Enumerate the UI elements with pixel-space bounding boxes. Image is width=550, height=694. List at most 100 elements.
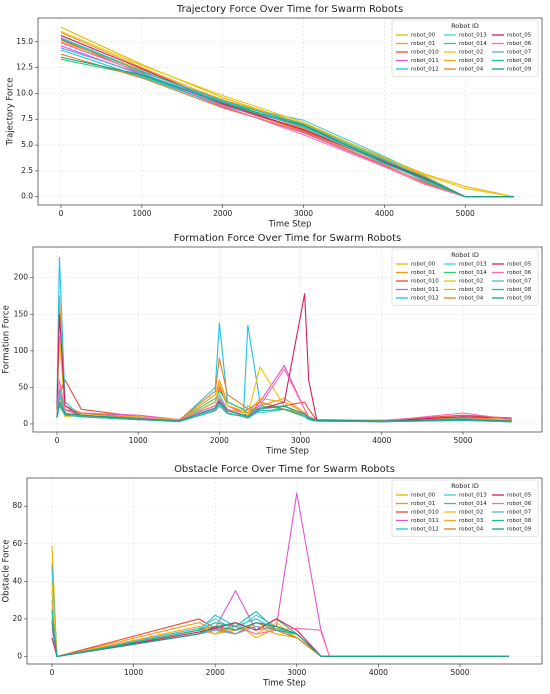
legend-label: robot_013 <box>459 262 487 268</box>
legend-title: Robot ID <box>451 251 479 259</box>
legend-label: robot_00 <box>411 262 436 268</box>
x-tick-label: 3000 <box>291 436 310 445</box>
x-axis-label: Time Step <box>268 220 312 230</box>
legend-label: robot_01 <box>411 501 435 507</box>
legend-label: robot_05 <box>507 493 532 499</box>
legend-label: robot_06 <box>507 41 532 47</box>
legend-title: Robot ID <box>451 22 479 30</box>
legend-label: robot_014 <box>459 501 487 507</box>
x-tick-label: 5000 <box>456 209 475 218</box>
panel: Trajectory Force Over Time for Swarm Rob… <box>6 4 543 230</box>
legend-label: robot_012 <box>411 527 439 533</box>
legend-box <box>391 479 539 537</box>
legend-label: robot_01 <box>411 270 435 276</box>
x-tick-label: 2000 <box>206 668 225 677</box>
legend-label: robot_08 <box>507 58 532 64</box>
legend-box <box>391 248 539 306</box>
legend-label: robot_010 <box>411 279 439 285</box>
plot-frame <box>32 246 543 433</box>
series-line <box>51 618 509 658</box>
chart-title: Formation Force Over Time for Swarm Robo… <box>174 233 401 244</box>
series-line <box>56 335 512 421</box>
legend-label: robot_02 <box>459 50 483 56</box>
legend-label: robot_014 <box>459 41 487 47</box>
x-axis-label: Time Step <box>262 679 306 689</box>
y-tick-label: 7.5 <box>21 114 33 123</box>
legend: Robot ID robot_00 robot_01 robot_010 robot_0… <box>391 479 539 537</box>
panel: Formation Force Over Time for Swarm Robo… <box>2 233 543 457</box>
legend: Robot ID robot_00 robot_01 robot_010 robot_0… <box>391 248 539 306</box>
legend-label: robot_03 <box>459 58 484 64</box>
y-tick-label: 10.0 <box>16 88 33 97</box>
series-line <box>56 366 512 422</box>
y-tick-label: 80 <box>12 501 22 510</box>
legend-label: robot_011 <box>411 287 439 293</box>
legend-label: robot_07 <box>507 510 532 516</box>
series-line <box>56 364 512 422</box>
y-tick-label: 60 <box>12 539 22 548</box>
x-tick-label: 1000 <box>132 209 151 218</box>
legend-label: robot_08 <box>507 518 532 524</box>
legend-label: robot_06 <box>507 270 532 276</box>
series-line <box>56 357 512 422</box>
legend-label: robot_03 <box>459 518 484 524</box>
legend: Robot ID robot_00 robot_01 robot_010 robot_0… <box>391 19 539 77</box>
legend-title: Robot ID <box>451 482 479 490</box>
y-tick-label: 0 <box>17 651 22 660</box>
y-tick-label: 5.0 <box>21 140 33 149</box>
legend-label: robot_07 <box>507 50 532 56</box>
x-tick-label: 3000 <box>287 668 306 677</box>
y-axis-label: Trajectory Force <box>6 78 16 147</box>
series-line <box>51 609 509 658</box>
y-tick-label: 100 <box>14 346 29 355</box>
series-line <box>51 562 509 658</box>
legend-label: robot_012 <box>411 67 439 73</box>
legend-label: robot_013 <box>459 33 487 39</box>
x-tick-label: 0 <box>50 668 55 677</box>
legend-label: robot_07 <box>507 279 532 285</box>
legend-label: robot_09 <box>507 67 532 73</box>
x-tick-label: 5000 <box>453 436 472 445</box>
legend-label: robot_010 <box>411 50 439 56</box>
series-line <box>56 293 512 422</box>
series-line <box>56 405 512 423</box>
y-tick-label: 12.5 <box>16 63 33 72</box>
chart-title: Trajectory Force Over Time for Swarm Rob… <box>176 4 403 15</box>
legend-label: robot_05 <box>507 262 532 268</box>
legend-label: robot_02 <box>459 510 483 516</box>
y-axis-label: Formation Force <box>2 305 12 374</box>
legend-label: robot_08 <box>507 287 532 293</box>
y-axis-label: Obstacle Force <box>2 539 12 602</box>
legend-label: robot_04 <box>459 296 484 302</box>
series-line <box>51 618 509 658</box>
legend-label: robot_012 <box>411 296 439 302</box>
legend-label: robot_06 <box>507 501 532 507</box>
series-group <box>56 256 512 423</box>
y-tick-label: 40 <box>12 576 22 585</box>
legend-label: robot_05 <box>507 33 532 39</box>
x-tick-label: 0 <box>55 436 60 445</box>
series-line <box>56 368 512 422</box>
legend-label: robot_09 <box>507 296 532 302</box>
series-group <box>51 492 509 658</box>
legend-label: robot_00 <box>411 493 436 499</box>
x-tick-label: 1000 <box>124 668 143 677</box>
y-tick-label: 20 <box>12 614 22 623</box>
x-tick-label: 3000 <box>294 209 313 218</box>
y-tick-label: 0.0 <box>21 192 33 201</box>
panel: Obstacle Force Over Time for Swarm Robot… <box>2 464 543 689</box>
series-line <box>60 56 514 198</box>
legend-label: robot_013 <box>459 493 487 499</box>
legend-label: robot_01 <box>411 41 435 47</box>
x-tick-label: 0 <box>59 209 64 218</box>
x-tick-label: 2000 <box>213 209 232 218</box>
legend-label: robot_011 <box>411 518 439 524</box>
y-tick-label: 150 <box>14 309 29 318</box>
y-tick-label: 50 <box>18 382 28 391</box>
legend-label: robot_010 <box>411 510 439 516</box>
legend-label: robot_09 <box>507 527 532 533</box>
legend-box <box>391 19 539 77</box>
legend-label: robot_014 <box>459 270 487 276</box>
series-line <box>56 400 512 422</box>
series-group <box>60 26 514 198</box>
